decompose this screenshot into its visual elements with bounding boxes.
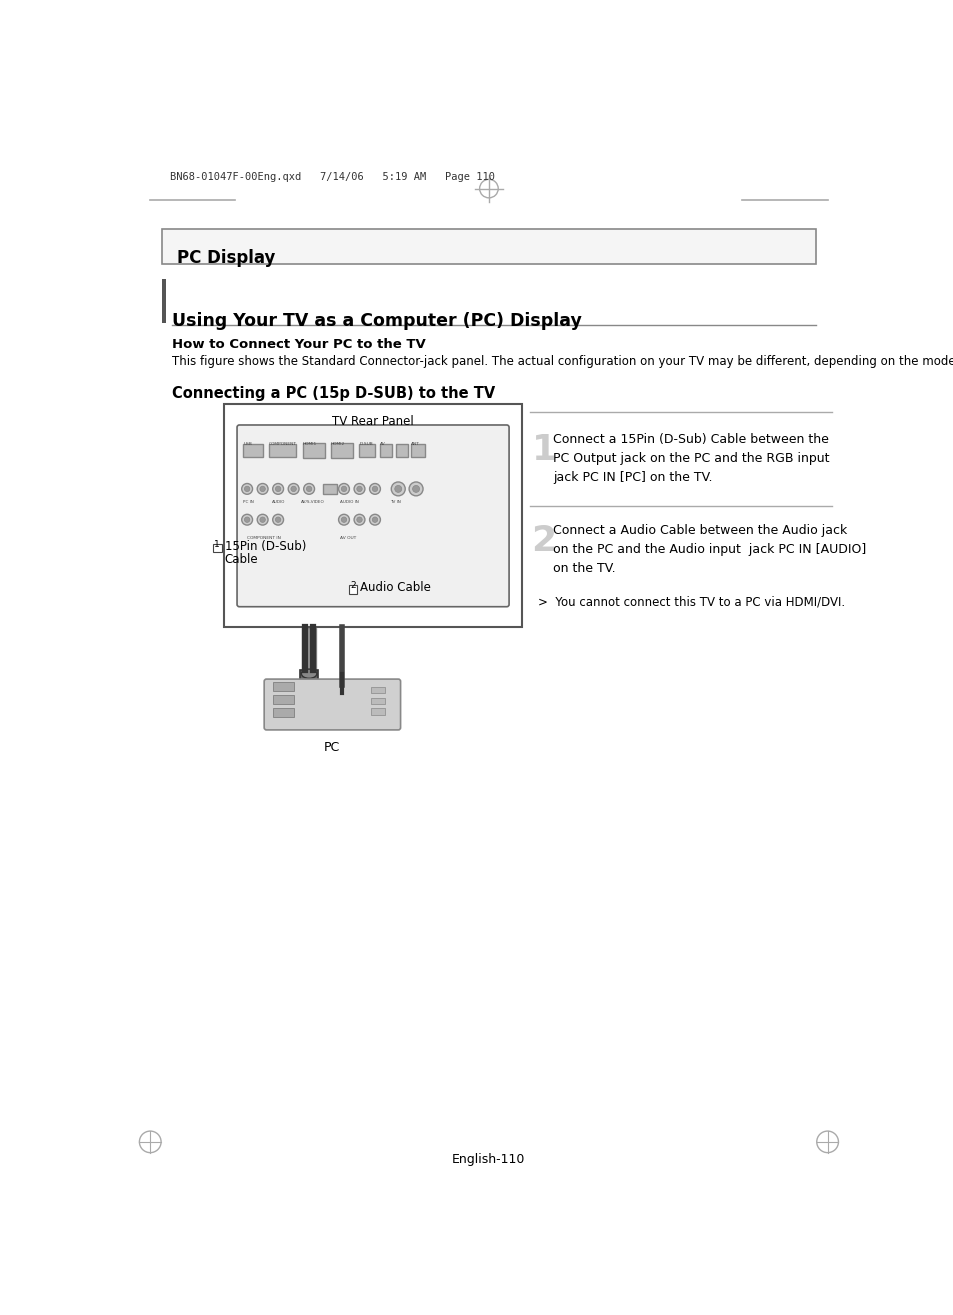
Circle shape xyxy=(356,487,362,492)
Text: Audio Cable: Audio Cable xyxy=(360,581,431,594)
Text: COMPONENT: COMPONENT xyxy=(269,442,296,446)
Bar xyxy=(303,443,324,458)
Text: USB: USB xyxy=(243,442,252,446)
FancyBboxPatch shape xyxy=(162,229,815,264)
Text: PC: PC xyxy=(324,742,340,755)
Text: English-110: English-110 xyxy=(452,1153,525,1165)
Text: AUDIO IN: AUDIO IN xyxy=(340,500,358,504)
Text: 1: 1 xyxy=(214,539,220,548)
Circle shape xyxy=(241,514,253,525)
FancyBboxPatch shape xyxy=(264,679,400,730)
Ellipse shape xyxy=(337,685,347,701)
Text: AV OUT: AV OUT xyxy=(340,537,356,540)
Circle shape xyxy=(244,517,250,522)
Text: D-SUB: D-SUB xyxy=(359,442,373,446)
Text: TV Rear Panel: TV Rear Panel xyxy=(332,416,414,427)
Circle shape xyxy=(259,517,265,522)
Circle shape xyxy=(275,487,280,492)
Circle shape xyxy=(273,514,283,525)
Bar xyxy=(323,484,336,493)
Text: >  You cannot connect this TV to a PC via HDMI/DVI.: > You cannot connect this TV to a PC via… xyxy=(537,596,844,608)
Circle shape xyxy=(273,484,283,494)
Circle shape xyxy=(257,484,268,494)
Text: This figure shows the Standard Connector-jack panel. The actual configuration on: This figure shows the Standard Connector… xyxy=(172,355,953,368)
FancyBboxPatch shape xyxy=(236,425,509,606)
Circle shape xyxy=(288,484,298,494)
Circle shape xyxy=(341,487,346,492)
Text: AV: AV xyxy=(380,442,386,446)
Circle shape xyxy=(391,483,405,496)
Bar xyxy=(162,279,166,323)
Circle shape xyxy=(354,484,365,494)
Text: Connecting a PC (15p D-SUB) to the TV: Connecting a PC (15p D-SUB) to the TV xyxy=(172,385,495,401)
Text: PC IN: PC IN xyxy=(243,500,253,504)
Bar xyxy=(371,709,385,714)
Text: 2: 2 xyxy=(531,525,557,559)
Bar xyxy=(243,444,262,456)
Text: Connect a 15Pin (D-Sub) Cable between the
PC Output jack on the PC and the RGB i: Connect a 15Pin (D-Sub) Cable between th… xyxy=(553,434,829,484)
Circle shape xyxy=(259,487,265,492)
Text: PC Display: PC Display xyxy=(177,249,275,267)
Bar xyxy=(299,669,318,689)
FancyBboxPatch shape xyxy=(213,543,221,552)
Circle shape xyxy=(341,517,346,522)
Bar xyxy=(269,444,295,456)
Bar xyxy=(411,444,425,456)
Ellipse shape xyxy=(301,669,316,679)
Bar xyxy=(331,443,353,458)
Circle shape xyxy=(291,487,296,492)
Text: Connect a Audio Cable between the Audio jack
on the PC and the Audio input  jack: Connect a Audio Cable between the Audio … xyxy=(553,525,865,576)
Text: HDMI1: HDMI1 xyxy=(303,442,316,446)
Bar xyxy=(273,696,294,704)
Circle shape xyxy=(409,483,422,496)
Circle shape xyxy=(372,487,377,492)
Text: 15Pin (D-Sub): 15Pin (D-Sub) xyxy=(224,539,306,552)
FancyBboxPatch shape xyxy=(348,585,356,593)
Text: AUDIO: AUDIO xyxy=(272,500,285,504)
Text: HDMI2: HDMI2 xyxy=(331,442,345,446)
Bar xyxy=(395,444,407,456)
Text: 2: 2 xyxy=(350,581,355,590)
Text: 1: 1 xyxy=(531,434,557,467)
Circle shape xyxy=(306,487,312,492)
Circle shape xyxy=(338,514,349,525)
Text: BN68-01047F-00Eng.qxd   7/14/06   5:19 AM   Page 110: BN68-01047F-00Eng.qxd 7/14/06 5:19 AM Pa… xyxy=(170,172,494,181)
Circle shape xyxy=(244,487,250,492)
Circle shape xyxy=(257,514,268,525)
Bar xyxy=(359,444,375,456)
Bar xyxy=(371,686,385,693)
Circle shape xyxy=(354,514,365,525)
Bar xyxy=(273,709,294,717)
Circle shape xyxy=(338,484,349,494)
Bar xyxy=(380,444,392,456)
Circle shape xyxy=(395,485,401,492)
Circle shape xyxy=(356,517,362,522)
Text: Using Your TV as a Computer (PC) Display: Using Your TV as a Computer (PC) Display xyxy=(172,312,581,330)
Text: ANT: ANT xyxy=(411,442,420,446)
Text: How to Connect Your PC to the TV: How to Connect Your PC to the TV xyxy=(172,338,425,351)
Text: COMPONENT IN: COMPONENT IN xyxy=(247,537,281,540)
Circle shape xyxy=(412,485,419,492)
Circle shape xyxy=(369,514,380,525)
Bar xyxy=(273,682,294,690)
Circle shape xyxy=(241,484,253,494)
Bar xyxy=(371,697,385,704)
Text: Cable: Cable xyxy=(224,552,258,565)
Circle shape xyxy=(369,484,380,494)
Circle shape xyxy=(372,517,377,522)
Text: TV IN: TV IN xyxy=(390,500,401,504)
Circle shape xyxy=(275,517,280,522)
Text: AV/S-VIDEO: AV/S-VIDEO xyxy=(301,500,325,504)
FancyBboxPatch shape xyxy=(224,404,521,627)
Circle shape xyxy=(303,484,314,494)
